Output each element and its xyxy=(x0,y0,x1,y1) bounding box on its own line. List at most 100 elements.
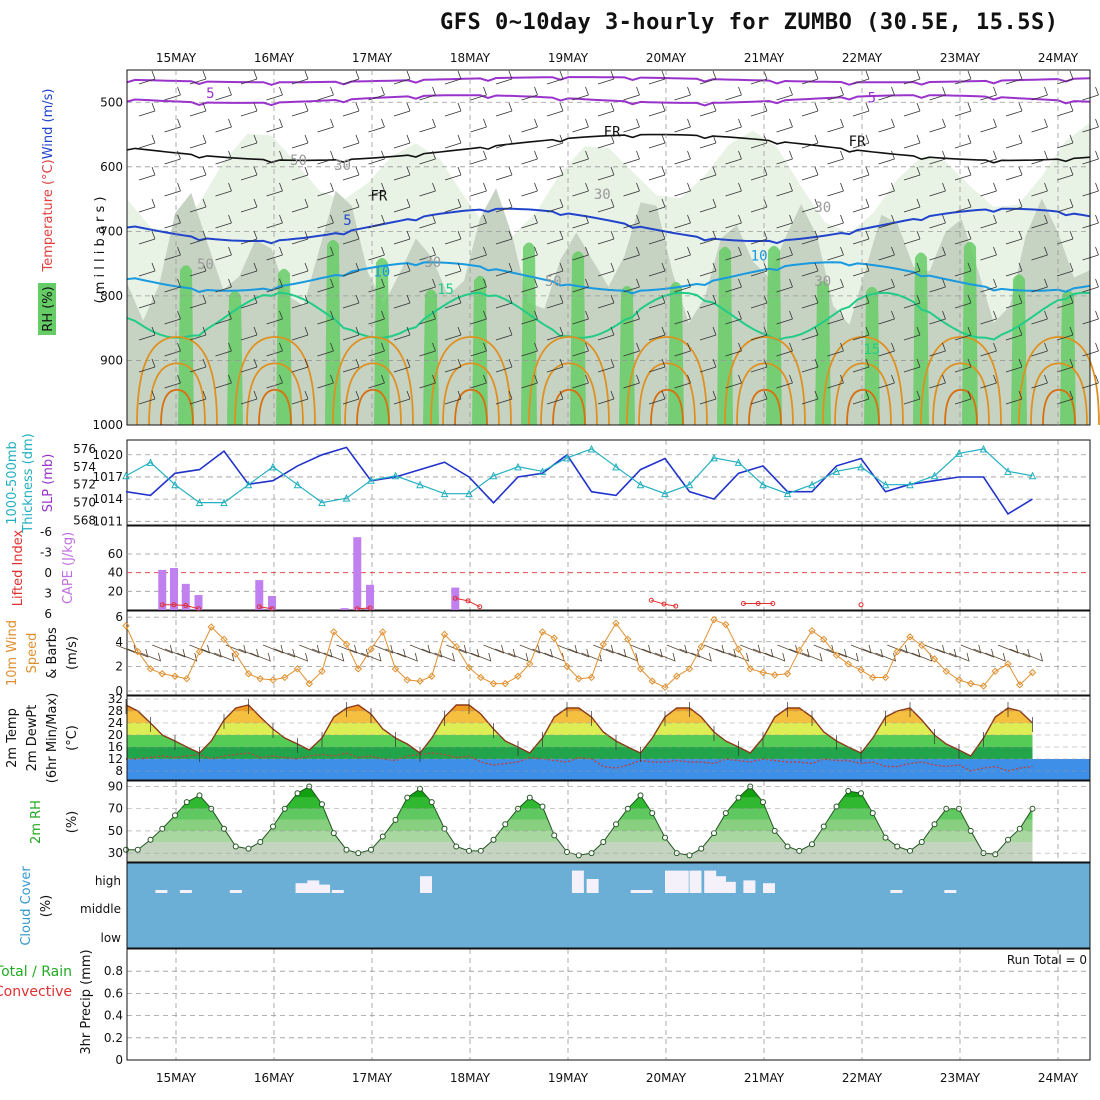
wind-barb-10m xyxy=(274,648,296,658)
wind-speed-marker xyxy=(734,645,743,653)
contour-label: FR xyxy=(604,124,621,140)
contour-warm-arc xyxy=(638,362,696,426)
wind-barb-10m xyxy=(728,652,750,662)
wind-barb-10m xyxy=(593,644,614,654)
wind-barb xyxy=(827,118,844,133)
wind-barb xyxy=(648,262,666,277)
wind-barb xyxy=(291,102,309,117)
wind-barb xyxy=(954,262,972,277)
wind-barb xyxy=(852,134,870,149)
thickness-marker xyxy=(1004,467,1012,475)
cloud-high-bar xyxy=(723,881,736,893)
li-ytick: 3 xyxy=(44,587,52,601)
wind-barb xyxy=(597,166,615,181)
wind-barb xyxy=(903,326,921,341)
wind-barb-10m xyxy=(887,644,908,654)
rh-plume xyxy=(521,242,537,425)
wind-barb xyxy=(1056,230,1074,245)
wind-barb xyxy=(266,246,283,261)
cloud-high-bar xyxy=(704,870,717,893)
wind-barb xyxy=(827,86,844,101)
wind-barb xyxy=(495,230,513,245)
rh-plume xyxy=(227,290,243,425)
rh-legend-label-part: RH (%) xyxy=(41,286,56,331)
wind-barb-10m xyxy=(617,652,639,662)
thickness-marker xyxy=(685,480,694,489)
contour-label: 15 xyxy=(863,342,880,358)
wind-barb xyxy=(368,86,385,101)
thickness-marker xyxy=(587,444,596,453)
rh-marker xyxy=(1016,825,1023,832)
wind-barb xyxy=(954,166,972,181)
wind-barb xyxy=(776,310,793,325)
thickness-ytick: 570 xyxy=(73,496,96,510)
wind-barb xyxy=(827,182,844,197)
contour-warm-arc xyxy=(454,388,488,426)
wind-barb xyxy=(572,278,589,293)
cape-bar xyxy=(255,580,264,610)
temp-ylabel2: 2m DewPt xyxy=(25,705,40,772)
rh-marker xyxy=(294,790,301,797)
wind-barb xyxy=(444,166,462,181)
wind-barb-10m xyxy=(483,644,505,654)
contour-label: 50 xyxy=(545,274,562,290)
wind-barb xyxy=(699,198,717,213)
li-marker xyxy=(648,597,654,603)
contour-warm-arc xyxy=(920,336,1002,426)
contour-warm-arc xyxy=(1042,388,1076,426)
wind-barb xyxy=(317,310,334,325)
contour-label: 5 xyxy=(206,86,214,102)
wind-barb xyxy=(852,358,870,373)
upper-air-frame xyxy=(126,69,1091,426)
thickness-marker xyxy=(489,471,498,480)
upper-air-ytick: 600 xyxy=(100,160,123,174)
wind-barb xyxy=(572,374,589,389)
wind-speed-marker xyxy=(991,667,999,676)
wind-barb xyxy=(1031,246,1048,261)
date-label-top: 22MAY xyxy=(842,51,883,65)
wind-barb xyxy=(929,182,946,197)
contour-label: 30 xyxy=(594,187,611,203)
wind-barb xyxy=(470,342,487,357)
wind-speed-marker xyxy=(269,676,277,684)
contour-warm-arc xyxy=(234,336,316,426)
wind-barb xyxy=(827,246,844,261)
wind-speed-marker xyxy=(305,679,313,688)
wind-barb xyxy=(342,134,360,149)
date-label-bottom: 24MAY xyxy=(1038,1071,1079,1085)
wind-barb xyxy=(597,134,615,149)
wind-barb xyxy=(164,214,181,229)
rh-marker xyxy=(551,832,558,839)
wind-barb xyxy=(572,182,589,197)
thickness-ylabel: 1000-500mb xyxy=(5,441,20,525)
wind-barb xyxy=(648,390,666,405)
cape-bar xyxy=(194,595,203,610)
wind-speed-marker xyxy=(942,667,950,676)
wind-barb xyxy=(419,374,436,389)
slp-ytick: 1014 xyxy=(92,492,123,506)
wind-speed-marker xyxy=(710,615,718,624)
wind-barb xyxy=(878,342,895,357)
wind-barb xyxy=(470,86,487,101)
cloud-high-bar xyxy=(630,890,643,893)
wind-barb xyxy=(444,262,462,277)
wind-barb xyxy=(776,182,793,197)
wind-speed-marker xyxy=(452,642,460,651)
wind-speed-marker xyxy=(624,635,632,644)
wind-barb xyxy=(342,358,360,373)
wind-barb xyxy=(470,278,487,293)
wind-barb xyxy=(444,198,462,213)
wind-barb xyxy=(266,150,283,165)
wind-barb xyxy=(215,214,232,229)
thickness-marker xyxy=(710,453,718,462)
wind-barb xyxy=(215,246,232,261)
wind-barb xyxy=(827,310,844,325)
wind-barb xyxy=(1031,118,1048,133)
cape-ytick: 20 xyxy=(108,584,123,598)
wind-barb xyxy=(189,326,207,341)
wind-barb xyxy=(368,246,385,261)
wind-barb-10m xyxy=(311,648,333,658)
cloud-high-bar xyxy=(295,883,308,893)
wind-barb xyxy=(1056,390,1074,405)
wind-barb xyxy=(215,310,232,325)
